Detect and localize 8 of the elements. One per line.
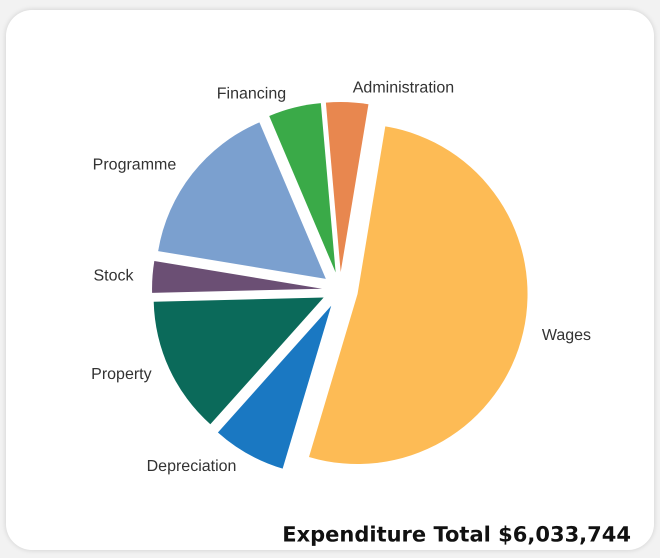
slice-label: Property xyxy=(91,366,152,384)
slice-label: Administration xyxy=(352,80,454,97)
text: Expenditure Total $6,033,744 xyxy=(282,522,632,546)
slice-label: Stock xyxy=(93,267,134,284)
slice-label: Depreciation xyxy=(146,458,236,475)
slice-label: Financing xyxy=(216,86,286,102)
slice-label: Wages xyxy=(542,326,592,344)
slice-label: Programme xyxy=(92,156,176,174)
